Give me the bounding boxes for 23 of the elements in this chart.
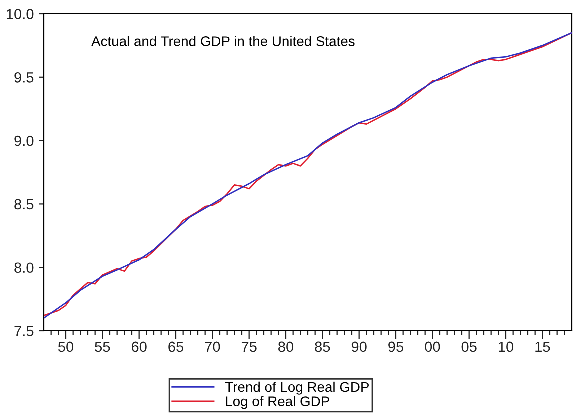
x-tick-label: 65: [168, 342, 184, 352]
x-tick-label: 75: [242, 342, 257, 352]
y-tick-label: 7.5: [14, 326, 34, 336]
legend-label: Log of Real GDP: [226, 396, 330, 410]
x-tick-label: 95: [388, 342, 404, 352]
x-tick-label: 85: [315, 342, 330, 352]
y-tick-label: 10.0: [7, 9, 34, 20]
y-tick-label: 8.0: [14, 262, 34, 274]
x-tick-label: 60: [132, 342, 147, 352]
x-tick-label: 10: [499, 342, 514, 352]
x-tick-label: 80: [278, 342, 294, 352]
x-tick-label: 70: [205, 342, 220, 352]
x-tick-label: 90: [352, 342, 367, 352]
x-tick-label: 55: [95, 342, 110, 352]
x-tick-label: 05: [462, 342, 477, 352]
y-tick-label: 9.0: [14, 136, 34, 146]
x-tick-label: 50: [58, 342, 74, 352]
x-tick-label: 00: [425, 342, 440, 352]
y-tick-label: 8.5: [14, 199, 34, 210]
legend-label: Trend of Log Real GDP: [225, 382, 370, 395]
y-tick-label: 9.5: [14, 72, 34, 83]
x-tick-label: 15: [536, 342, 550, 352]
annotation: Actual and Trend GDP in the United States: [92, 36, 355, 46]
